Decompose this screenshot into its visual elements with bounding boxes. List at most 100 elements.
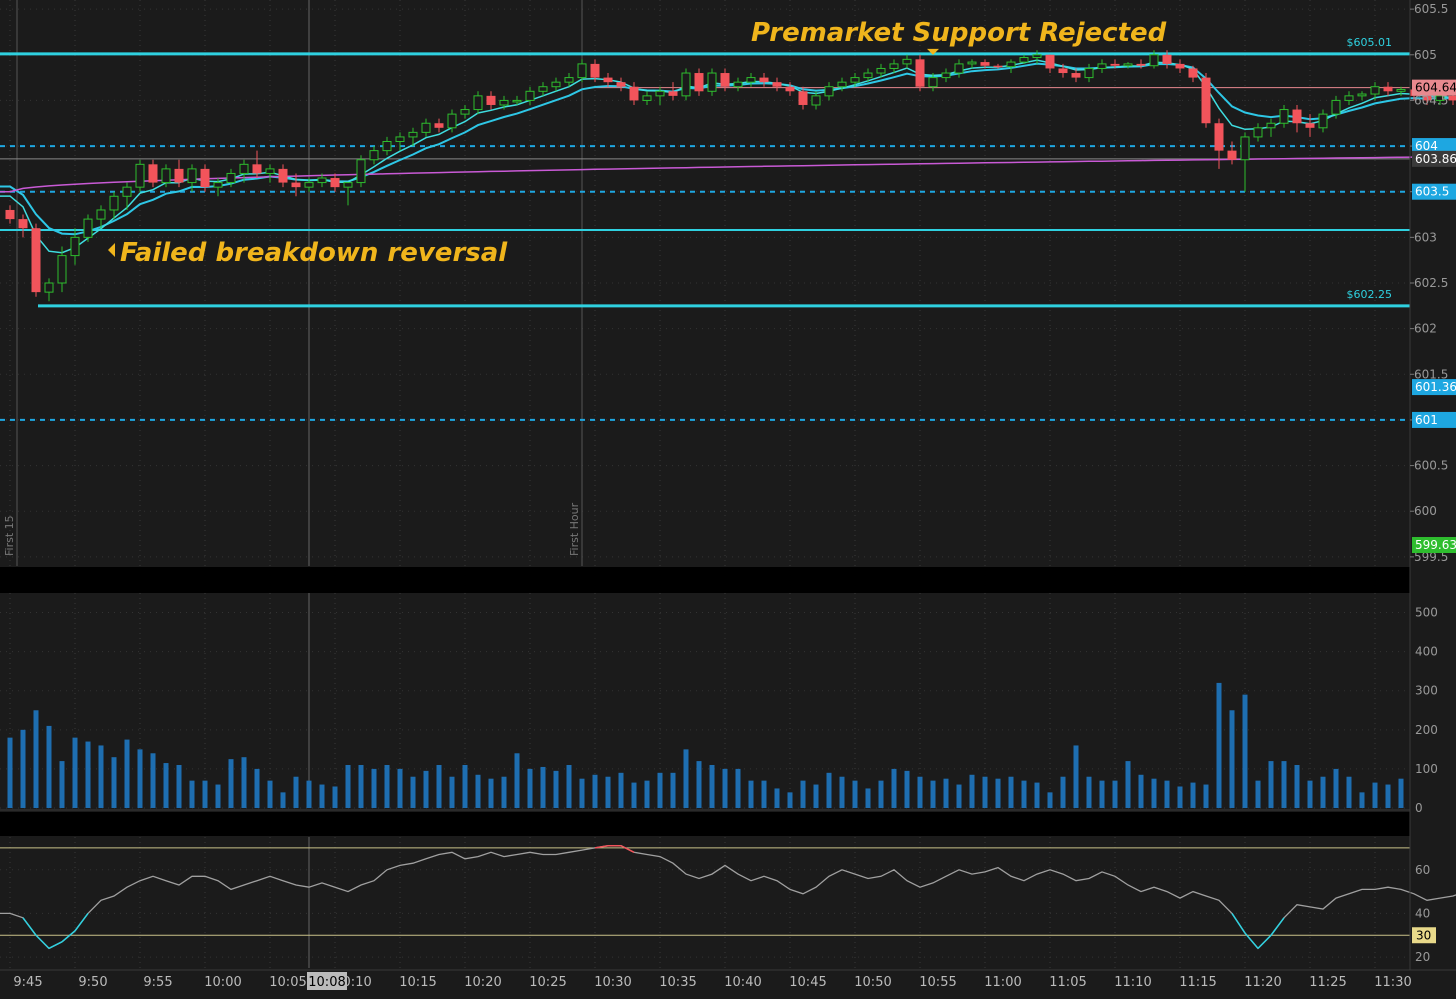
candle-body-up bbox=[877, 68, 885, 73]
cursor-time-label: 10:08 bbox=[308, 975, 345, 990]
volume-bar bbox=[281, 792, 286, 808]
price-tag-label: 599.63 bbox=[1415, 538, 1456, 552]
candle-body-up bbox=[968, 62, 976, 64]
candle-body-down bbox=[149, 164, 158, 182]
volume-bar bbox=[879, 781, 884, 808]
volume-bar bbox=[866, 788, 871, 808]
volume-bar bbox=[8, 738, 13, 808]
volume-bar bbox=[1139, 775, 1144, 808]
candle-body-up bbox=[396, 137, 404, 142]
price-tick-label: 605 bbox=[1414, 48, 1437, 62]
volume-bar bbox=[619, 773, 624, 808]
candle-body-up bbox=[1345, 96, 1353, 101]
rsi-tick-label: 40 bbox=[1415, 906, 1430, 920]
level-label: $602.25 bbox=[1347, 288, 1393, 301]
volume-bar bbox=[840, 777, 845, 808]
candle-body-up bbox=[266, 169, 274, 174]
candle-body-down bbox=[1449, 96, 1456, 101]
candle-body-down bbox=[1215, 123, 1224, 150]
volume-bar bbox=[1399, 779, 1404, 808]
candle-body-down bbox=[695, 73, 704, 91]
volume-bar bbox=[1230, 710, 1235, 808]
volume-bar bbox=[398, 769, 403, 808]
time-tick-label: 10:05 bbox=[269, 975, 306, 990]
volume-bar bbox=[1217, 683, 1222, 808]
candle-body-up bbox=[383, 142, 391, 151]
volume-bar bbox=[931, 781, 936, 808]
volume-tick-label: 100 bbox=[1415, 762, 1438, 776]
candle-body-down bbox=[916, 59, 925, 86]
candle-body-up bbox=[565, 78, 573, 83]
volume-bar bbox=[463, 765, 468, 808]
volume-bar bbox=[164, 763, 169, 808]
candle-body-up bbox=[1397, 89, 1405, 91]
candle-body-down bbox=[1189, 68, 1198, 77]
candle-body-up bbox=[1124, 64, 1132, 66]
candle-body-up bbox=[461, 110, 469, 115]
volume-bar bbox=[34, 710, 39, 808]
time-tick-label: 11:00 bbox=[984, 975, 1021, 990]
candle-body-up bbox=[1319, 114, 1327, 128]
volume-bar bbox=[1269, 761, 1274, 808]
volume-bar bbox=[710, 765, 715, 808]
volume-bar bbox=[697, 761, 702, 808]
volume-tick-label: 0 bbox=[1415, 801, 1423, 815]
candle-body-down bbox=[435, 123, 444, 128]
rsi-tick-label: 20 bbox=[1415, 950, 1430, 964]
candle-body-down bbox=[1137, 64, 1146, 66]
volume-bar bbox=[255, 769, 260, 808]
candle-body-up bbox=[942, 73, 950, 78]
volume-bar bbox=[372, 769, 377, 808]
candle-body-up bbox=[1280, 110, 1288, 124]
volume-bar bbox=[996, 779, 1001, 808]
candle-body-up bbox=[123, 187, 131, 196]
volume-tick-label: 200 bbox=[1415, 723, 1438, 737]
time-tick-label: 10:20 bbox=[464, 975, 501, 990]
volume-bar bbox=[385, 765, 390, 808]
candle-body-up bbox=[643, 96, 651, 101]
candle-body-down bbox=[1046, 55, 1055, 69]
candle-body-down bbox=[773, 82, 782, 87]
volume-bar bbox=[970, 775, 975, 808]
price-tick-label: 605.5 bbox=[1414, 2, 1448, 16]
volume-bar bbox=[1100, 781, 1105, 808]
candle-body-up bbox=[578, 64, 586, 78]
volume-bar bbox=[60, 761, 65, 808]
volume-bar bbox=[112, 757, 117, 808]
volume-bar bbox=[138, 749, 143, 808]
candle-body-down bbox=[994, 66, 1003, 68]
candle-body-up bbox=[812, 96, 820, 105]
candle-body-down bbox=[19, 219, 28, 228]
candle-body-down bbox=[1176, 64, 1185, 69]
volume-bar bbox=[801, 781, 806, 808]
annotation-premarket: Premarket Support Rejected bbox=[751, 18, 1167, 48]
candle-body-down bbox=[1228, 151, 1237, 160]
candle-body-up bbox=[305, 183, 313, 188]
volume-bar bbox=[1295, 765, 1300, 808]
volume-bar bbox=[1152, 779, 1157, 808]
volume-tick-label: 400 bbox=[1415, 645, 1438, 659]
volume-bar bbox=[775, 788, 780, 808]
candle-body-up bbox=[409, 132, 417, 137]
candle-body-up bbox=[1267, 123, 1275, 128]
time-tick-label: 10:50 bbox=[854, 975, 891, 990]
price-tag-label: 603.86 bbox=[1415, 152, 1456, 166]
price-tag-label: 603.5 bbox=[1415, 185, 1449, 199]
volume-bar bbox=[541, 767, 546, 808]
candle-body-down bbox=[630, 87, 639, 101]
volume-bar bbox=[229, 759, 234, 808]
volume-bar bbox=[788, 792, 793, 808]
candle-body-down bbox=[799, 91, 808, 105]
candle-body-down bbox=[1202, 78, 1211, 124]
candle-body-down bbox=[32, 228, 41, 292]
candle-body-down bbox=[1384, 87, 1393, 92]
candle-body-down bbox=[292, 183, 301, 188]
volume-bar bbox=[489, 779, 494, 808]
time-tick-label: 11:25 bbox=[1309, 975, 1346, 990]
candle-body-up bbox=[825, 87, 833, 96]
candle-body-down bbox=[981, 62, 990, 66]
candle-body-up bbox=[552, 82, 560, 87]
volume-bar bbox=[1061, 777, 1066, 808]
volume-bar bbox=[502, 777, 507, 808]
